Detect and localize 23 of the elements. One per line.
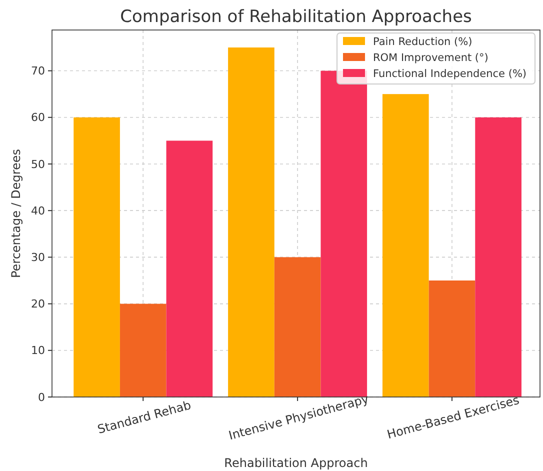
bar bbox=[166, 140, 213, 397]
bar bbox=[382, 94, 429, 397]
bar bbox=[475, 117, 522, 397]
legend-label: ROM Improvement (°) bbox=[373, 52, 488, 64]
legend-label: Functional Independence (%) bbox=[373, 68, 527, 80]
y-tick-label: 30 bbox=[31, 251, 45, 264]
bar bbox=[320, 70, 368, 397]
bar bbox=[274, 257, 321, 397]
x-axis-title: Rehabilitation Approach bbox=[224, 456, 368, 470]
bar bbox=[120, 304, 166, 397]
y-tick-label: 60 bbox=[31, 111, 45, 124]
y-tick-label: 10 bbox=[31, 344, 45, 358]
y-tick-label: 0 bbox=[38, 390, 45, 404]
y-axis-title: Percentage / Degrees bbox=[9, 148, 23, 278]
bar bbox=[228, 47, 274, 397]
chart-title: Comparison of Rehabilitation Approaches bbox=[120, 7, 472, 27]
legend-label: Pain Reduction (%) bbox=[373, 36, 472, 48]
y-tick-label: 20 bbox=[31, 298, 45, 311]
bar bbox=[74, 117, 120, 397]
bar bbox=[428, 280, 476, 397]
y-tick-label: 50 bbox=[31, 158, 45, 171]
y-tick-label: 70 bbox=[31, 64, 45, 78]
y-tick-label: 40 bbox=[31, 204, 45, 218]
